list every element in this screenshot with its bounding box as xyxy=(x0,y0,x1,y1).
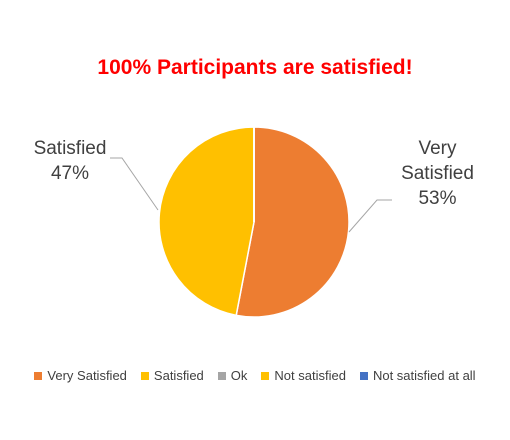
pie-slice xyxy=(235,126,350,318)
data-label: Very Satisfied 53% xyxy=(385,136,490,211)
leader-line xyxy=(348,199,392,233)
legend-item: Not satisfied xyxy=(261,368,346,383)
data-label-value: 47% xyxy=(50,163,90,184)
leader-line xyxy=(110,157,159,211)
legend-label: Ok xyxy=(230,368,248,383)
legend-item: Not satisfied at all xyxy=(359,368,476,383)
legend-label: Not satisfied at all xyxy=(372,368,476,383)
legend-label: Very Satisfied xyxy=(47,368,127,383)
chart-title: 100% Participants are satisfied! xyxy=(97,56,413,79)
legend-swatch xyxy=(34,371,43,380)
data-label-category: Very Satisfied xyxy=(401,138,474,184)
pie-slice xyxy=(158,126,255,317)
data-label: Satisfied 47% xyxy=(20,136,120,186)
legend-item: Ok xyxy=(217,368,248,383)
data-label-value: 53% xyxy=(418,188,457,209)
legend: Very Satisfied Satisfied Ok Not satisfied No… xyxy=(0,368,510,383)
legend-swatch xyxy=(261,371,270,380)
data-label-category: Satisfied xyxy=(33,138,107,159)
legend-item: Very Satisfied xyxy=(34,368,127,383)
legend-swatch xyxy=(217,371,226,380)
legend-swatch xyxy=(140,371,149,380)
legend-label: Not satisfied xyxy=(274,368,346,383)
legend-swatch xyxy=(359,371,368,380)
legend-item: Satisfied xyxy=(140,368,204,383)
legend-label: Satisfied xyxy=(153,368,204,383)
